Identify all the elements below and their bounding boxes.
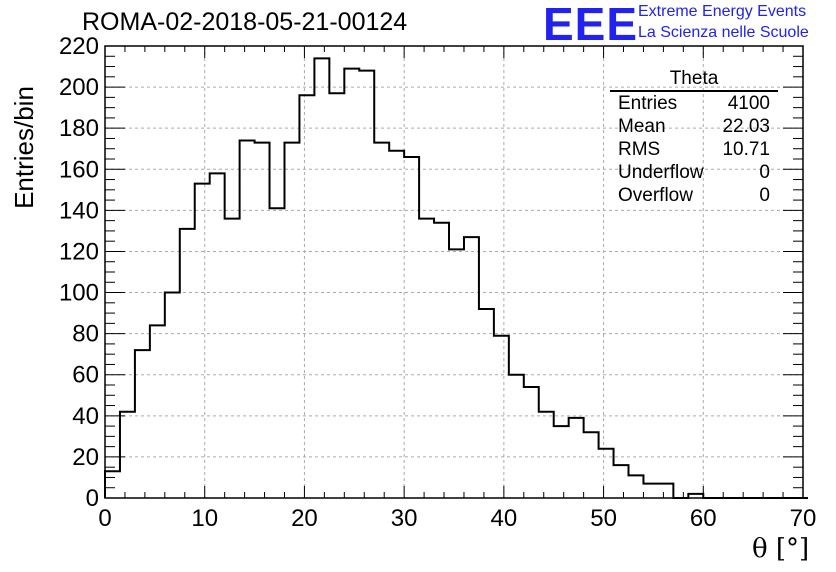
y-axis-label: Entries/bin (8, 86, 39, 209)
y-tick-label: 140 (59, 197, 99, 224)
histogram-outline (104, 57, 808, 499)
stats-key: Overflow (618, 185, 693, 206)
x-tick-label: 70 (790, 505, 817, 532)
stats-key: Entries (618, 93, 678, 114)
y-tick-label: 0 (86, 485, 99, 512)
histogram-bin (359, 71, 374, 498)
histogram-bin (180, 229, 195, 498)
histogram-bin (284, 143, 299, 498)
histogram-bin (329, 93, 344, 498)
histogram-bin (629, 475, 644, 498)
y-tick-label: 40 (72, 403, 99, 430)
histogram-bin (464, 237, 479, 498)
histogram-bin (344, 69, 359, 498)
histogram-bin (225, 219, 240, 498)
y-tick-label: 220 (59, 33, 99, 60)
histogram-bin (314, 58, 329, 498)
y-tick-label: 200 (59, 74, 99, 101)
histogram-bin (643, 484, 658, 498)
histogram-bin (599, 449, 614, 498)
x-tick-label: 40 (491, 505, 518, 532)
stats-value: 22.03 (722, 116, 770, 137)
x-tick-label: 60 (690, 505, 717, 532)
logo-subtitle-2: La Scienza nelle Scuole (638, 24, 809, 41)
stats-row: Underflow 0 (610, 161, 778, 184)
histogram-bin (688, 494, 703, 498)
histogram-bin (494, 336, 509, 498)
histogram-bin (120, 412, 135, 498)
chart-title: ROMA-02-2018-05-21-00124 (82, 8, 408, 36)
histogram-bin (434, 223, 449, 498)
y-tick-label: 180 (59, 115, 99, 142)
stats-key: Mean (618, 116, 666, 137)
x-tick-label: 10 (191, 505, 218, 532)
stats-row: Entries 4100 (610, 92, 778, 115)
histogram-bin (270, 208, 285, 498)
stats-value: 0 (759, 185, 770, 206)
histogram-bin (299, 95, 314, 498)
histogram-bin (479, 309, 494, 498)
stats-key: Underflow (618, 162, 704, 183)
y-tick-label: 160 (59, 156, 99, 183)
histogram-bin (195, 184, 210, 498)
stats-title: Theta (610, 68, 778, 92)
histogram-bin (389, 151, 404, 498)
y-tick-label: 60 (72, 362, 99, 389)
histogram-bin (150, 325, 165, 498)
histogram-bin (539, 412, 554, 498)
y-tick-label: 80 (72, 321, 99, 348)
histogram-bin (255, 143, 270, 498)
logo-subtitle-1: Extreme Energy Events (638, 3, 807, 20)
stats-row: Overflow 0 (610, 184, 778, 207)
y-axis-label-wrap: Entries/bin (8, 86, 39, 209)
stats-value: 4100 (727, 93, 770, 114)
histogram-bin (210, 173, 225, 498)
histogram-bin (584, 432, 599, 498)
x-tick-label: 0 (98, 505, 111, 532)
histogram-bin (524, 387, 539, 498)
histogram-bin (614, 465, 629, 498)
stats-value: 0 (759, 162, 770, 183)
x-axis-label: θ [°] (752, 534, 810, 564)
histogram-bin (374, 143, 389, 498)
y-tick-label: 120 (59, 238, 99, 265)
histogram-bin (105, 471, 120, 498)
x-tick-label: 50 (590, 505, 617, 532)
stats-row: RMS 10.71 (610, 138, 778, 161)
stats-row: Mean 22.03 (610, 115, 778, 138)
histogram-bin (165, 293, 180, 498)
histogram-bin (554, 426, 569, 498)
histogram-bin (419, 219, 434, 498)
stats-key: RMS (618, 139, 661, 160)
histogram-bin (240, 141, 255, 498)
eee-logo: EEE (543, 0, 639, 50)
histogram-bin (449, 249, 464, 498)
histogram-bin (569, 418, 584, 498)
y-tick-label: 20 (72, 444, 99, 471)
x-tick-label: 20 (291, 505, 318, 532)
histogram-bin (658, 484, 673, 498)
x-tick-label: 30 (391, 505, 418, 532)
histogram-bin (135, 350, 150, 498)
histogram-bin (404, 157, 419, 498)
stats-value: 10.71 (722, 139, 770, 160)
histogram-bin (509, 375, 524, 498)
y-tick-label: 100 (59, 280, 99, 307)
stats-box: Theta Entries 4100 Mean 22.03 RMS 10.71 Und… (610, 68, 778, 207)
